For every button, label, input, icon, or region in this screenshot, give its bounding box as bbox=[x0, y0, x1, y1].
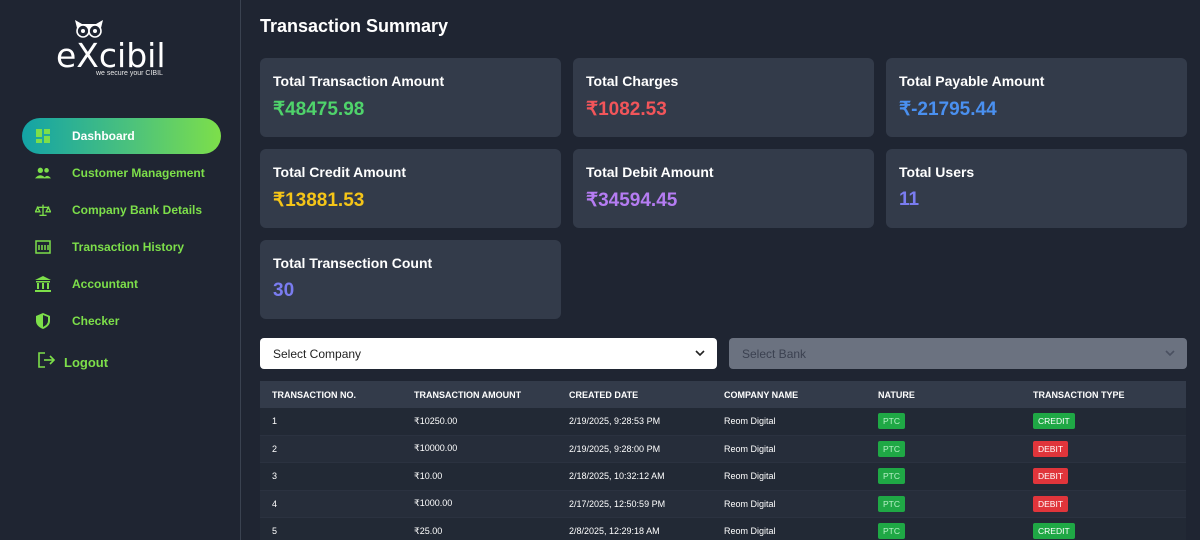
table-row[interactable]: 2 ₹10000.00 2/19/2025, 9:28:00 PM Reom D… bbox=[260, 435, 1186, 463]
type-badge: DEBIT bbox=[1033, 495, 1069, 512]
cell-transaction-no: 3 bbox=[272, 471, 278, 482]
sidebar-item-label: Company Bank Details bbox=[72, 203, 203, 217]
card-label: Total Users bbox=[899, 164, 975, 180]
cell-transaction-no: 5 bbox=[272, 526, 278, 537]
logout-icon bbox=[38, 352, 56, 373]
cell-transaction-no: 2 bbox=[272, 443, 278, 454]
balance-scale-icon bbox=[35, 202, 51, 218]
chevron-down-icon bbox=[1165, 350, 1175, 357]
column-header[interactable]: CREATED DATE bbox=[569, 389, 639, 400]
table-row[interactable]: 1 ₹10250.00 2/19/2025, 9:28:53 PM Reom D… bbox=[260, 408, 1186, 436]
cell-created-date: 2/19/2025, 9:28:53 PM bbox=[569, 416, 661, 427]
type-badge: CREDIT bbox=[1033, 523, 1075, 540]
card-value: ₹34594.45 bbox=[586, 190, 678, 211]
shield-icon bbox=[35, 313, 51, 329]
column-header[interactable]: NATURE bbox=[878, 389, 915, 400]
card-total-debit-amount: Total Debit Amount ₹34594.45 bbox=[573, 149, 874, 228]
card-value: ₹-21795.44 bbox=[899, 99, 997, 120]
cell-amount: ₹10.00 bbox=[414, 470, 443, 481]
bank-icon bbox=[35, 276, 51, 292]
cell-amount: ₹25.00 bbox=[414, 525, 443, 536]
cell-created-date: 2/19/2025, 9:28:00 PM bbox=[569, 443, 661, 454]
cell-company-name: Reom Digital bbox=[724, 498, 776, 509]
sidebar-item-company-bank-details[interactable]: Company Bank Details bbox=[22, 192, 221, 228]
cell-amount: ₹10250.00 bbox=[414, 415, 458, 426]
card-total-transaction-count: Total Transection Count 30 bbox=[260, 240, 561, 319]
cell-created-date: 2/17/2025, 12:50:59 PM bbox=[569, 498, 666, 509]
company-select-placeholder: Select Company bbox=[273, 346, 362, 361]
cell-transaction-no: 4 bbox=[272, 498, 278, 509]
logout-label: Logout bbox=[64, 355, 109, 370]
nature-badge: PTC bbox=[878, 495, 905, 512]
sidebar: eXcibil we secure your CIBIL Dashboard C… bbox=[0, 0, 241, 540]
card-label: Total Charges bbox=[586, 73, 679, 89]
card-value: ₹13881.53 bbox=[273, 190, 365, 211]
card-value: ₹1082.53 bbox=[586, 99, 667, 120]
card-total-payable-amount: Total Payable Amount ₹-21795.44 bbox=[886, 58, 1187, 137]
transactions-table: TRANSACTION NO. TRANSACTION AMOUNT CREAT… bbox=[260, 381, 1186, 540]
card-total-users: Total Users 11 bbox=[886, 149, 1187, 228]
card-total-charges: Total Charges ₹1082.53 bbox=[573, 58, 874, 137]
table-header: TRANSACTION NO. TRANSACTION AMOUNT CREAT… bbox=[260, 381, 1186, 408]
cell-transaction-no: 1 bbox=[272, 416, 278, 427]
sidebar-item-dashboard[interactable]: Dashboard bbox=[22, 118, 221, 154]
card-total-transaction-amount: Total Transaction Amount ₹48475.98 bbox=[260, 58, 561, 137]
cell-company-name: Reom Digital bbox=[724, 471, 776, 482]
dashboard-icon bbox=[35, 128, 51, 144]
sidebar-item-label: Checker bbox=[72, 314, 120, 328]
sidebar-item-label: Customer Management bbox=[72, 166, 205, 180]
column-header[interactable]: TRANSACTION TYPE bbox=[1033, 389, 1125, 400]
table-body: 1 ₹10250.00 2/19/2025, 9:28:53 PM Reom D… bbox=[260, 408, 1186, 540]
history-icon bbox=[35, 239, 51, 255]
table-row[interactable]: 4 ₹1000.00 2/17/2025, 12:50:59 PM Reom D… bbox=[260, 490, 1186, 518]
card-label: Total Debit Amount bbox=[586, 164, 714, 180]
sidebar-item-label: Accountant bbox=[72, 277, 138, 291]
card-total-credit-amount: Total Credit Amount ₹13881.53 bbox=[260, 149, 561, 228]
cell-created-date: 2/18/2025, 10:32:12 AM bbox=[569, 471, 665, 482]
nature-badge: PTC bbox=[878, 523, 905, 540]
sidebar-item-customer-management[interactable]: Customer Management bbox=[22, 155, 221, 191]
card-label: Total Credit Amount bbox=[273, 164, 406, 180]
bank-select-placeholder: Select Bank bbox=[742, 346, 807, 361]
table-row[interactable]: 3 ₹10.00 2/18/2025, 10:32:12 AM Reom Dig… bbox=[260, 463, 1186, 491]
cell-company-name: Reom Digital bbox=[724, 416, 776, 427]
brand-logo[interactable]: eXcibil we secure your CIBIL bbox=[0, 14, 241, 84]
card-value: 11 bbox=[899, 189, 920, 210]
type-badge: DEBIT bbox=[1033, 468, 1069, 485]
card-value: ₹48475.98 bbox=[273, 99, 365, 120]
card-label: Total Transaction Amount bbox=[273, 73, 445, 89]
owl-logo-icon bbox=[75, 20, 103, 38]
column-header[interactable]: TRANSACTION NO. bbox=[272, 389, 356, 400]
cell-created-date: 2/8/2025, 12:29:18 AM bbox=[569, 526, 660, 537]
card-label: Total Payable Amount bbox=[899, 73, 1045, 89]
table-row[interactable]: 5 ₹25.00 2/8/2025, 12:29:18 AM Reom Digi… bbox=[260, 518, 1186, 540]
chevron-down-icon bbox=[695, 350, 705, 357]
brand-name: eXcibil bbox=[56, 36, 166, 75]
type-badge: DEBIT bbox=[1033, 440, 1069, 457]
company-select[interactable]: Select Company bbox=[260, 338, 717, 369]
logout-button[interactable]: Logout bbox=[38, 352, 108, 373]
column-header[interactable]: TRANSACTION AMOUNT bbox=[414, 389, 522, 400]
sidebar-item-accountant[interactable]: Accountant bbox=[22, 266, 221, 302]
brand-tagline: we secure your CIBIL bbox=[96, 70, 163, 77]
nature-badge: PTC bbox=[878, 468, 905, 485]
page-title: Transaction Summary bbox=[260, 16, 449, 36]
column-header[interactable]: COMPANY NAME bbox=[724, 389, 799, 400]
main-content: Transaction Summary Total Transaction Am… bbox=[242, 0, 1200, 540]
nature-badge: PTC bbox=[878, 440, 905, 457]
cell-amount: ₹1000.00 bbox=[414, 498, 453, 509]
sidebar-item-checker[interactable]: Checker bbox=[22, 303, 221, 339]
sidebar-item-transaction-history[interactable]: Transaction History bbox=[22, 229, 221, 265]
nature-badge: PTC bbox=[878, 413, 905, 430]
card-label: Total Transection Count bbox=[273, 255, 433, 271]
cell-company-name: Reom Digital bbox=[724, 443, 776, 454]
card-value: 30 bbox=[273, 280, 295, 301]
bank-select[interactable]: Select Bank bbox=[729, 338, 1187, 369]
type-badge: CREDIT bbox=[1033, 413, 1075, 430]
sidebar-item-label: Dashboard bbox=[72, 129, 135, 143]
cell-amount: ₹10000.00 bbox=[414, 443, 458, 454]
people-icon bbox=[35, 165, 51, 181]
cell-company-name: Reom Digital bbox=[724, 526, 776, 537]
sidebar-item-label: Transaction History bbox=[72, 240, 185, 254]
